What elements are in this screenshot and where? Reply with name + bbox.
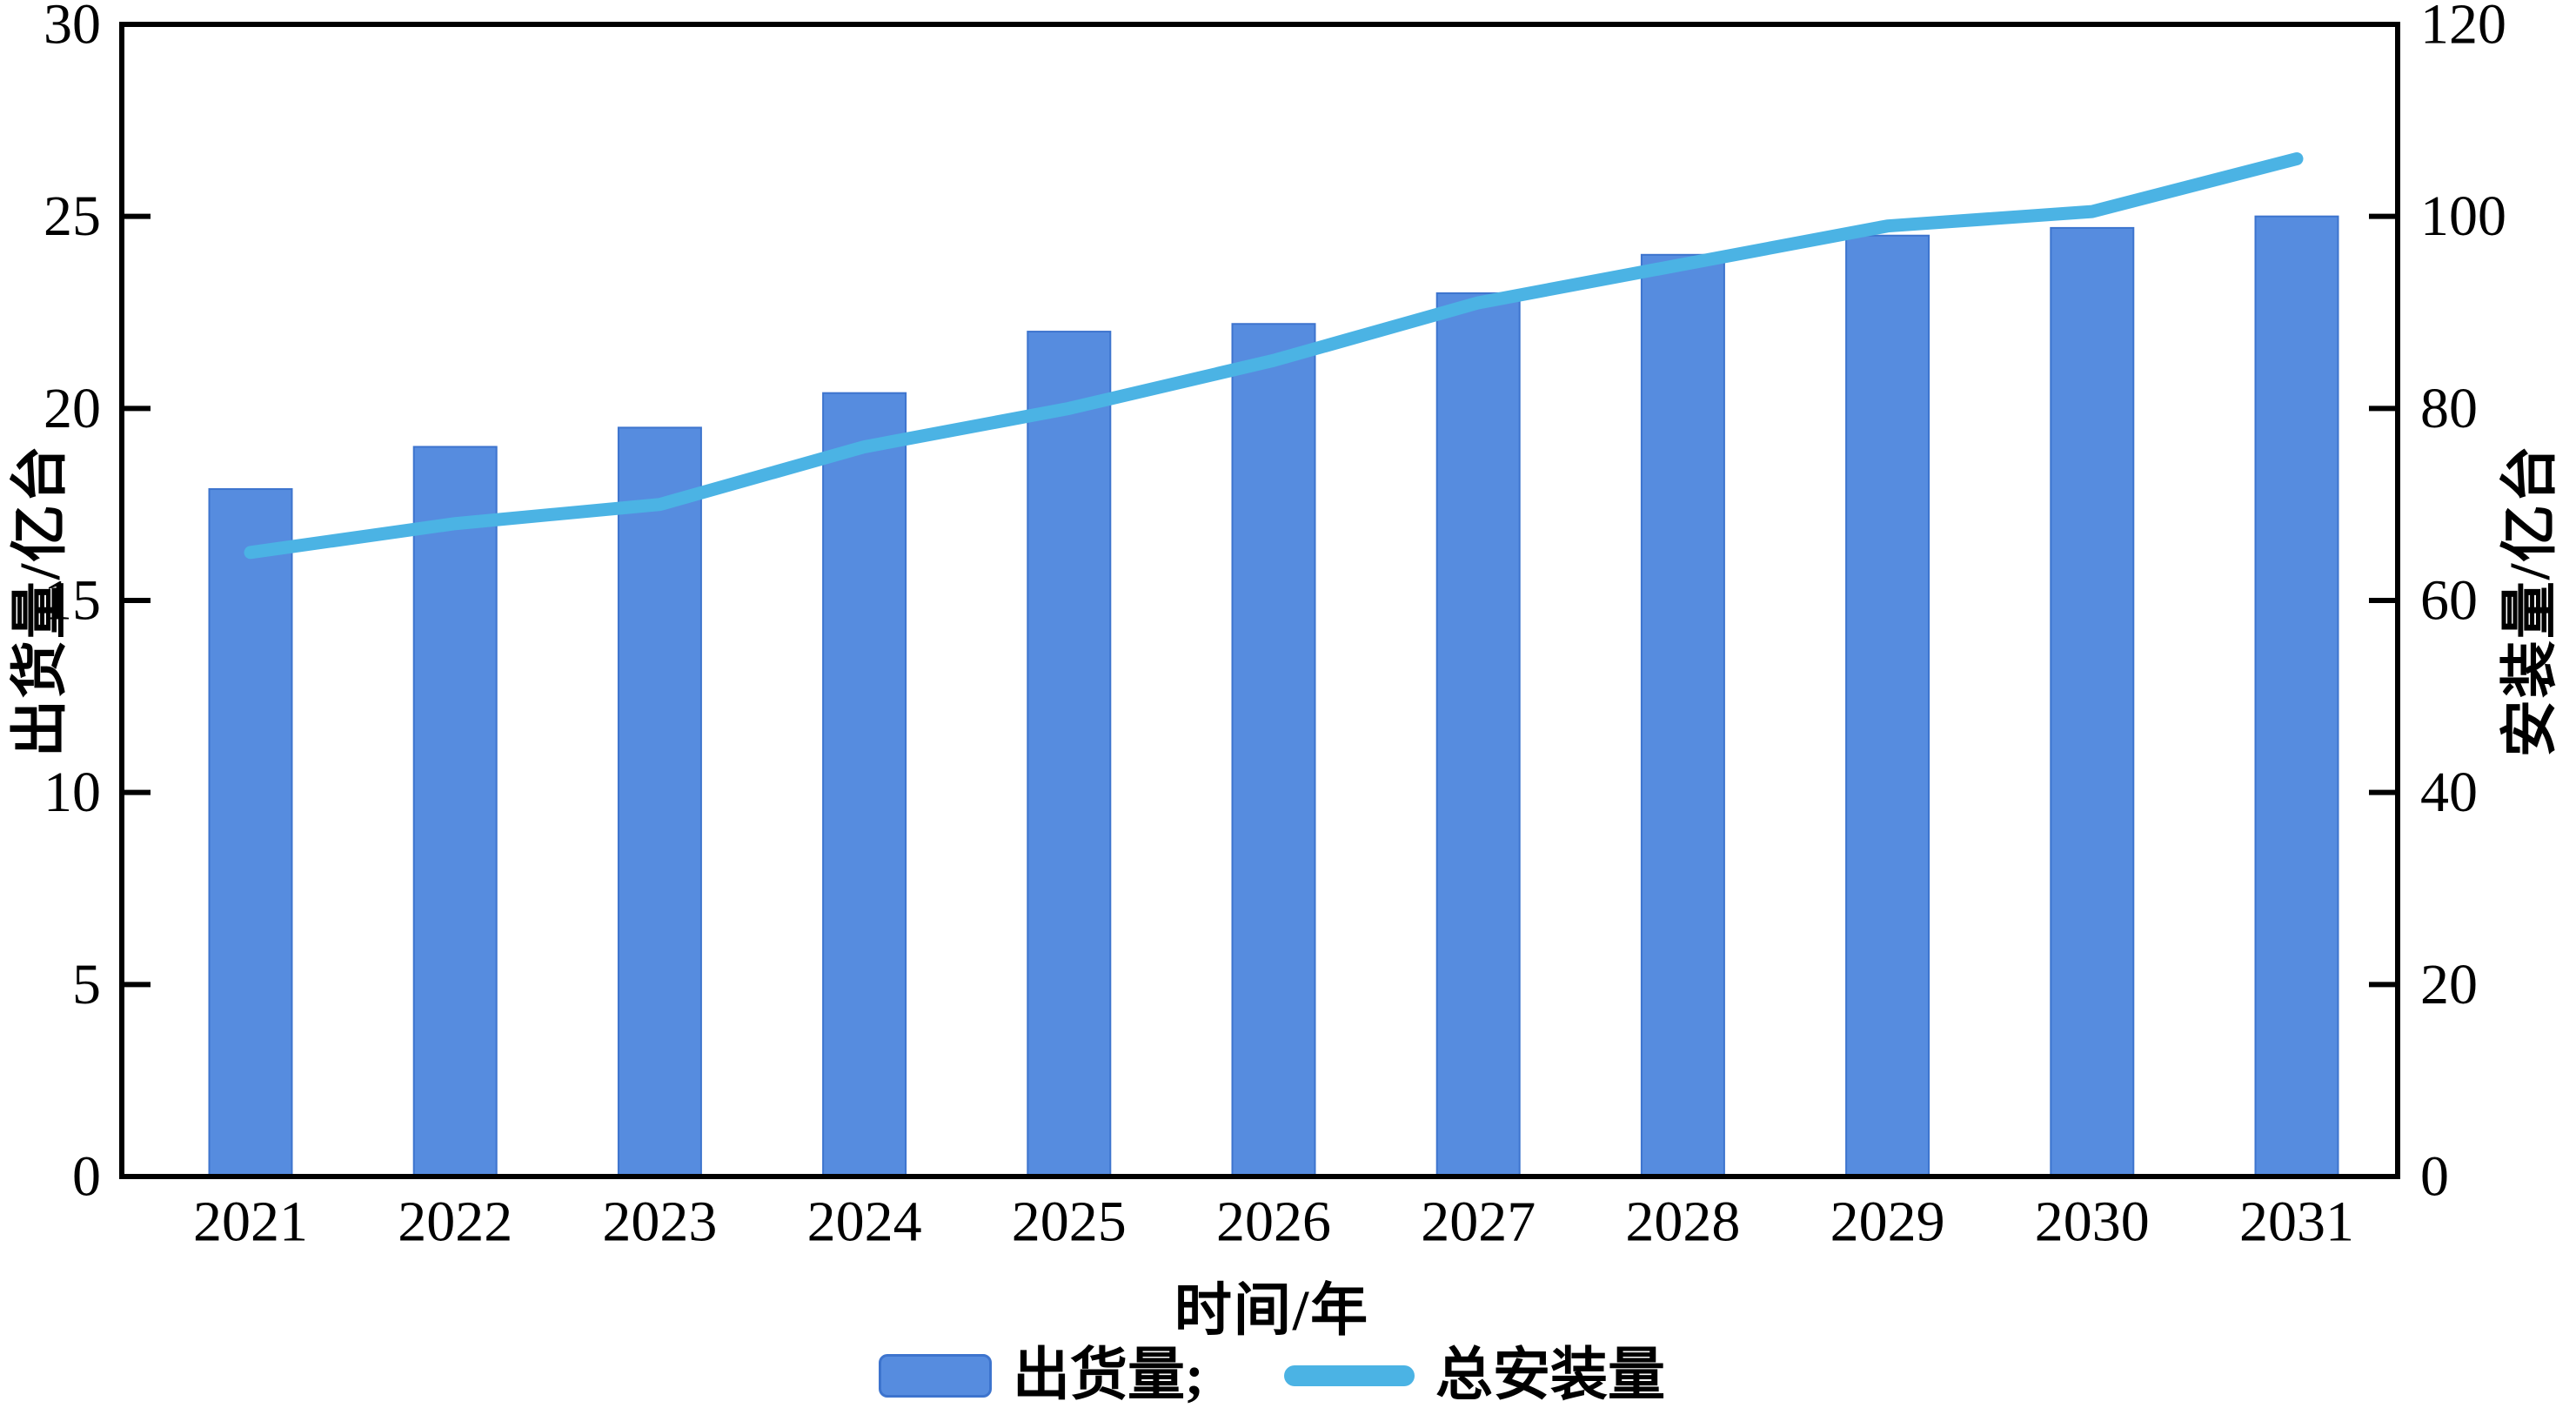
x-tick-label-2023: 2023 (602, 1190, 717, 1254)
bar-2021 (208, 488, 293, 1177)
bar-2025 (1027, 331, 1112, 1178)
right-tick-label-100: 100 (2420, 184, 2506, 248)
legend-bar-label: 出货量; (1013, 1344, 1204, 1407)
x-tick-label-2030: 2030 (2035, 1190, 2150, 1254)
x-tick-label-2021: 2021 (193, 1190, 308, 1254)
legend-bar-swatch-icon (879, 1354, 993, 1398)
x-axis-title: 时间/年 (1174, 1279, 1370, 1343)
left-axis-title: 出货量/亿台 (9, 443, 72, 758)
bar-2027 (1435, 292, 1521, 1177)
x-tick-label-2028: 2028 (1625, 1190, 1740, 1254)
right-tick-label-120: 120 (2420, 0, 2506, 57)
right-axis-title: 安装量/亿台 (2499, 443, 2562, 758)
bar-2023 (617, 426, 702, 1177)
left-tick-label-20: 20 (43, 377, 101, 440)
bar-2030 (2050, 226, 2135, 1178)
trend-line (244, 151, 2304, 560)
x-tick-label-2031: 2031 (2239, 1190, 2354, 1254)
left-tick-label-0: 0 (72, 1145, 101, 1209)
bar-2029 (1845, 234, 1930, 1178)
left-tick-label-15: 15 (43, 569, 101, 633)
left-tick-label-30: 30 (43, 0, 101, 57)
left-tick-label-25: 25 (43, 184, 101, 248)
left-tick-label-5: 5 (72, 953, 101, 1016)
x-tick-label-2022: 2022 (398, 1190, 512, 1254)
x-tick-label-2027: 2027 (1421, 1190, 1536, 1254)
right-tick-label-20: 20 (2420, 953, 2478, 1016)
plot-frame (119, 22, 2400, 1179)
x-tick-label-2029: 2029 (1830, 1190, 1945, 1254)
legend: 出货量; 总安装量 (879, 1347, 1665, 1405)
bar-2028 (1640, 253, 1725, 1177)
x-tick-label-2026: 2026 (1216, 1190, 1331, 1254)
bar-2026 (1231, 323, 1316, 1177)
left-tick-label-10: 10 (43, 761, 101, 824)
right-tick-label-0: 0 (2420, 1145, 2449, 1209)
legend-line-label: 总安装量 (1435, 1344, 1665, 1407)
right-tick-label-40: 40 (2420, 761, 2478, 824)
x-tick-label-2025: 2025 (1012, 1190, 1127, 1254)
bar-2022 (412, 446, 498, 1177)
bar-2024 (822, 392, 907, 1177)
x-tick-label-2024: 2024 (807, 1190, 922, 1254)
right-tick-label-80: 80 (2420, 377, 2478, 440)
right-tick-label-60: 60 (2420, 569, 2478, 633)
legend-line-swatch-icon (1283, 1365, 1415, 1386)
bar-2031 (2254, 215, 2339, 1178)
